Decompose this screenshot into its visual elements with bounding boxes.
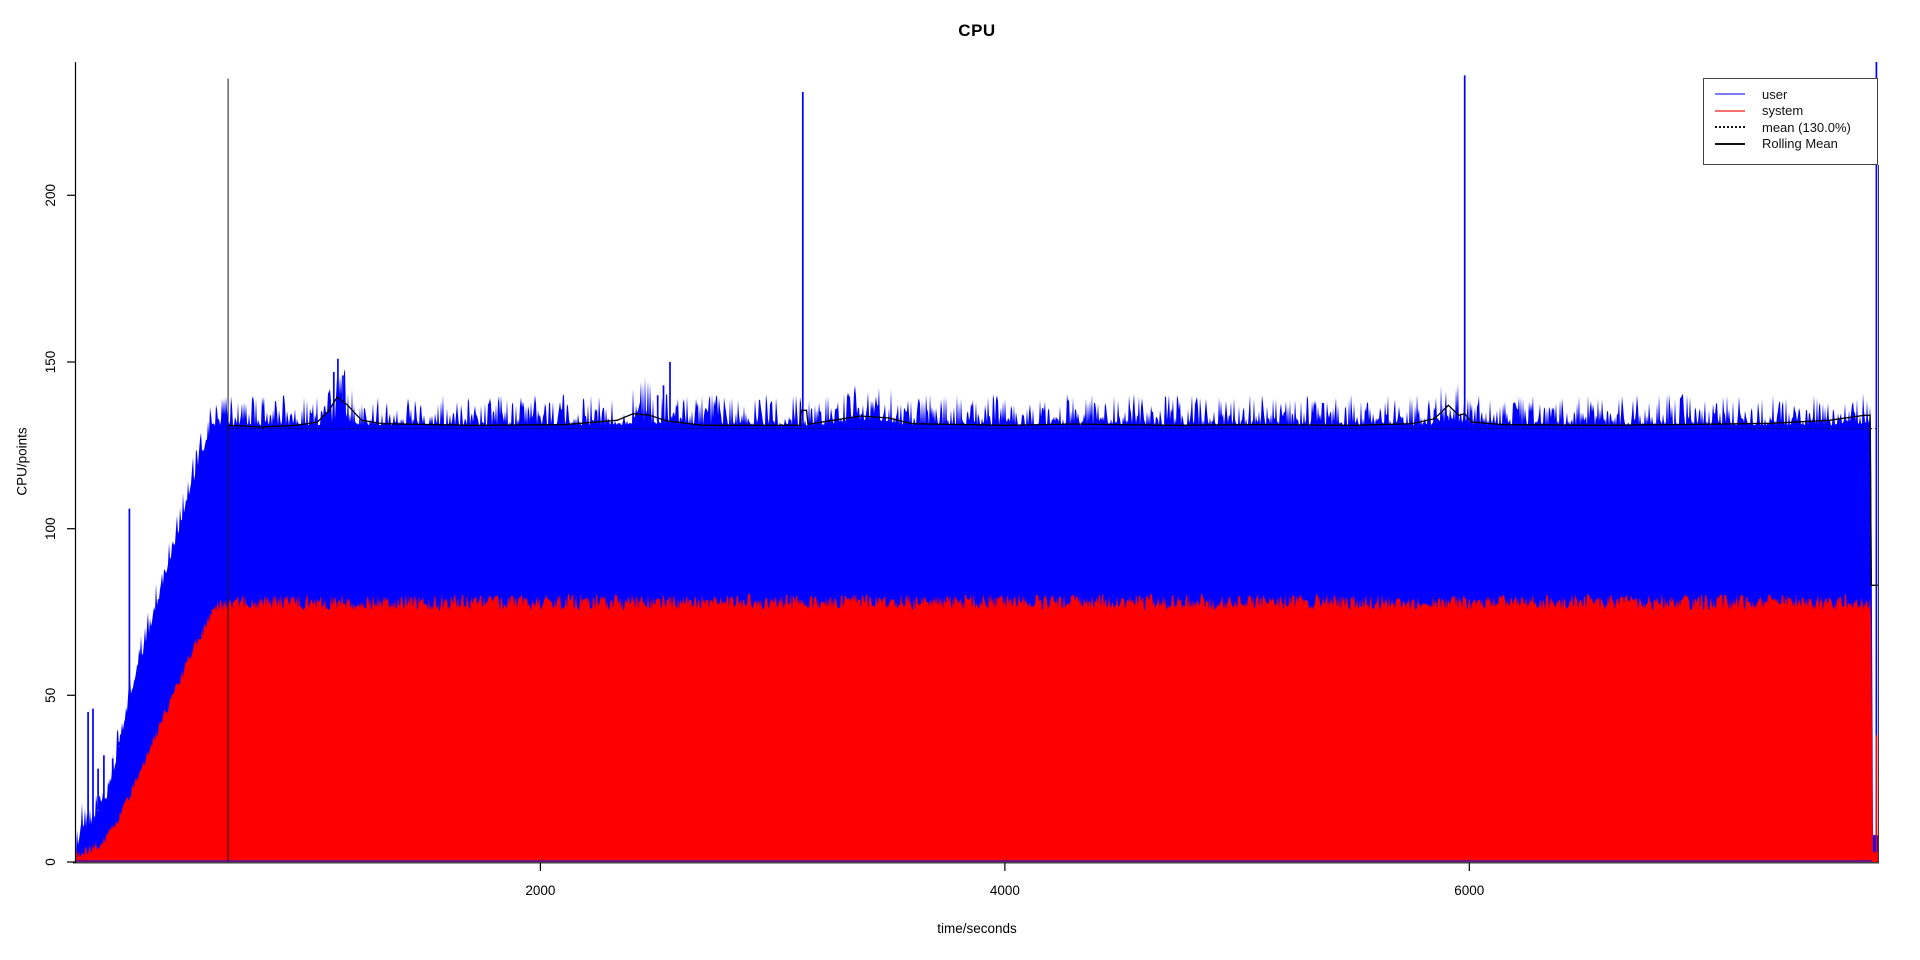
- legend-line-system: [1715, 109, 1745, 112]
- legend-entry: system: [1704, 103, 1877, 120]
- chart-title: CPU: [958, 21, 996, 40]
- x-tick-label: 4000: [990, 883, 1020, 898]
- y-tick-label: 100: [43, 517, 58, 540]
- y-tick-label: 150: [43, 351, 58, 374]
- legend-label: user: [1762, 86, 1788, 102]
- y-tick-label: 50: [43, 688, 58, 703]
- rolling-mean-line: [228, 396, 1878, 586]
- x-tick-label: 2000: [525, 883, 555, 898]
- legend-label: system: [1762, 103, 1804, 119]
- legend-label: Rolling Mean: [1762, 136, 1838, 152]
- legend-entry: mean (130.0%): [1704, 119, 1877, 136]
- x-tick-label: 6000: [1454, 883, 1484, 898]
- y-tick-label: 0: [43, 858, 58, 866]
- legend: user system mean (130.0%) Rolling Mean: [1703, 78, 1878, 165]
- legend-line-user: [1715, 93, 1745, 96]
- legend-entry: Rolling Mean: [1704, 136, 1877, 153]
- legend-entry: user: [1704, 86, 1877, 103]
- legend-line-mean: [1715, 126, 1745, 129]
- system-area: [76, 593, 1878, 862]
- y-tick-label: 200: [43, 184, 58, 207]
- legend-label: mean (130.0%): [1762, 119, 1851, 135]
- x-axis-title: time/seconds: [937, 921, 1017, 936]
- legend-line-rolling: [1715, 142, 1745, 145]
